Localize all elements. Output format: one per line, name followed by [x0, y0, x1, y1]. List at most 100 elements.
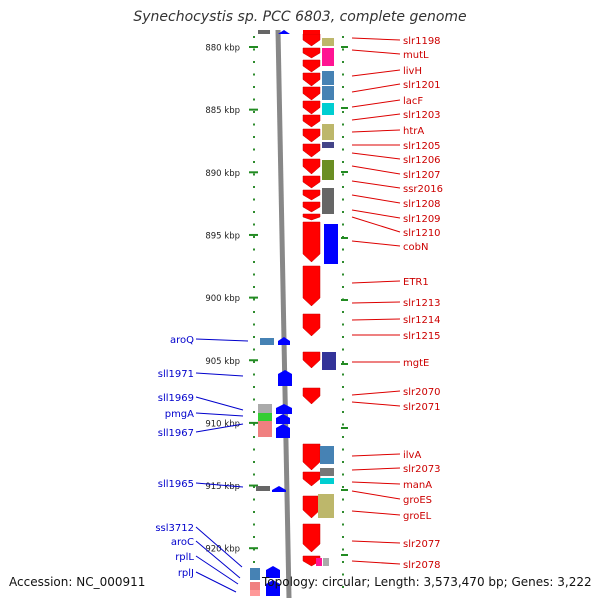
guide-dot	[253, 86, 255, 88]
reverse-gene-leader	[195, 555, 239, 585]
guide-dot	[253, 536, 255, 538]
protein-domain-box	[322, 352, 336, 370]
guide-dot	[342, 86, 344, 88]
reverse-gene-label: sll1965	[158, 479, 194, 490]
guide-dot	[253, 273, 255, 276]
forward-gene-label: ssr2016	[403, 184, 443, 195]
forward-gene-label: slr2071	[403, 402, 441, 413]
forward-gene-arrow	[302, 189, 321, 201]
forward-gene-label: ilvA	[403, 450, 421, 461]
guide-dot	[253, 423, 255, 426]
forward-gene-leader	[351, 165, 401, 175]
forward-gene-arrow	[302, 175, 321, 189]
forward-gene-label: slr1206	[403, 155, 441, 166]
reverse-gene-arrow	[266, 580, 280, 596]
guide-dot	[342, 586, 344, 588]
guide-dot	[342, 536, 344, 538]
forward-gene-label: slr1210	[403, 228, 441, 239]
forward-gene-arrow	[302, 387, 321, 405]
guide-dot	[342, 111, 344, 113]
guide-dot	[253, 523, 255, 526]
forward-gene-label: htrA	[403, 126, 424, 137]
accession-text: Accession: NC_000911	[9, 575, 146, 589]
guide-dot	[342, 261, 344, 263]
guide-dot	[253, 361, 255, 363]
guide-dot	[342, 573, 344, 576]
forward-gene-arrow	[303, 30, 320, 34]
forward-gene-arrow	[302, 100, 321, 115]
guide-dot	[342, 436, 344, 438]
forward-gene-leader	[351, 37, 401, 41]
forward-gene-arrow	[302, 265, 321, 307]
forward-gene-label: slr2078	[403, 560, 441, 571]
guide-dot	[342, 523, 344, 526]
forward-gene-leader	[351, 390, 401, 396]
guide-dot	[253, 98, 255, 101]
guide-dot	[342, 323, 344, 326]
guide-dot	[253, 48, 255, 51]
guide-dot	[342, 548, 344, 551]
forward-gene-label: cobN	[403, 242, 428, 253]
forward-gene-label: slr2077	[403, 539, 441, 550]
tick-label: 900 kbp	[205, 294, 240, 304]
forward-gene-leader	[351, 481, 401, 485]
guide-dot	[253, 198, 255, 201]
guide-dot	[342, 123, 344, 126]
guide-dot	[253, 323, 255, 326]
guide-dot	[253, 261, 255, 263]
reverse-gene-label: aroQ	[170, 335, 194, 346]
reverse-gene-label: rplJ	[178, 568, 194, 579]
guide-dot	[253, 398, 255, 401]
reverse-gene-arrow	[276, 404, 292, 414]
guide-dot	[342, 48, 344, 51]
guide-dot	[253, 136, 255, 138]
guide-dot	[342, 173, 344, 176]
reverse-gene-label: sll1967	[158, 428, 194, 439]
forward-gene-leader	[351, 401, 401, 407]
guide-dot	[253, 311, 255, 313]
topology-text: Topology: circular; Length: 3,573,470 bp…	[262, 575, 592, 589]
protein-domain-box	[322, 142, 334, 148]
forward-gene-leader	[351, 540, 401, 544]
protein-domain-box	[316, 558, 322, 566]
reverse-gene-label: pmgA	[165, 409, 194, 420]
guide-dot	[342, 311, 344, 313]
forward-gene-label: lacF	[403, 96, 423, 107]
reverse-gene-leader	[195, 540, 241, 579]
reverse-gene-arrow	[266, 566, 280, 578]
forward-gene-leader	[351, 113, 401, 121]
forward-gene-arrow	[302, 33, 321, 47]
forward-gene-label: groEL	[403, 511, 432, 522]
forward-gene-leader	[351, 69, 401, 77]
tick-label: 905 kbp	[205, 357, 240, 367]
forward-gene-arrow	[302, 47, 321, 59]
forward-gene-labels: slr1198 mutL livH slr1201 lacF slr1203 htrA slr…	[351, 36, 443, 571]
tick-label: 910 kbp	[205, 419, 240, 429]
forward-gene-blocks	[302, 30, 321, 567]
forward-gene-leader	[351, 560, 401, 565]
tick-label: 885 kbp	[205, 106, 240, 116]
forward-gene-label: slr1209	[403, 214, 441, 225]
forward-gene-leader	[351, 152, 401, 160]
forward-gene-label: manA	[403, 480, 432, 491]
protein-domain-box	[256, 486, 270, 491]
guide-dot	[253, 123, 255, 126]
backbone	[275, 29, 292, 599]
guide-dot	[253, 36, 255, 38]
guide-dot	[342, 448, 344, 451]
reverse-gene-label: sll1969	[158, 393, 194, 404]
forward-gene-leader	[351, 129, 401, 133]
forward-gene-leader	[351, 83, 401, 93]
forward-gene-label: slr1208	[403, 199, 441, 210]
protein-domain-box	[258, 404, 272, 413]
forward-gene-arrow	[302, 86, 321, 101]
forward-gene-arrow	[302, 201, 321, 213]
protein-domain-box	[320, 468, 334, 476]
guide-dot	[342, 373, 344, 376]
tick-label: 880 kbp	[205, 44, 240, 54]
forward-gene-arrow	[302, 114, 321, 128]
forward-gene-arrow	[302, 523, 321, 553]
protein-domain-box	[324, 224, 338, 264]
reverse-gene-label: rplL	[175, 552, 194, 563]
